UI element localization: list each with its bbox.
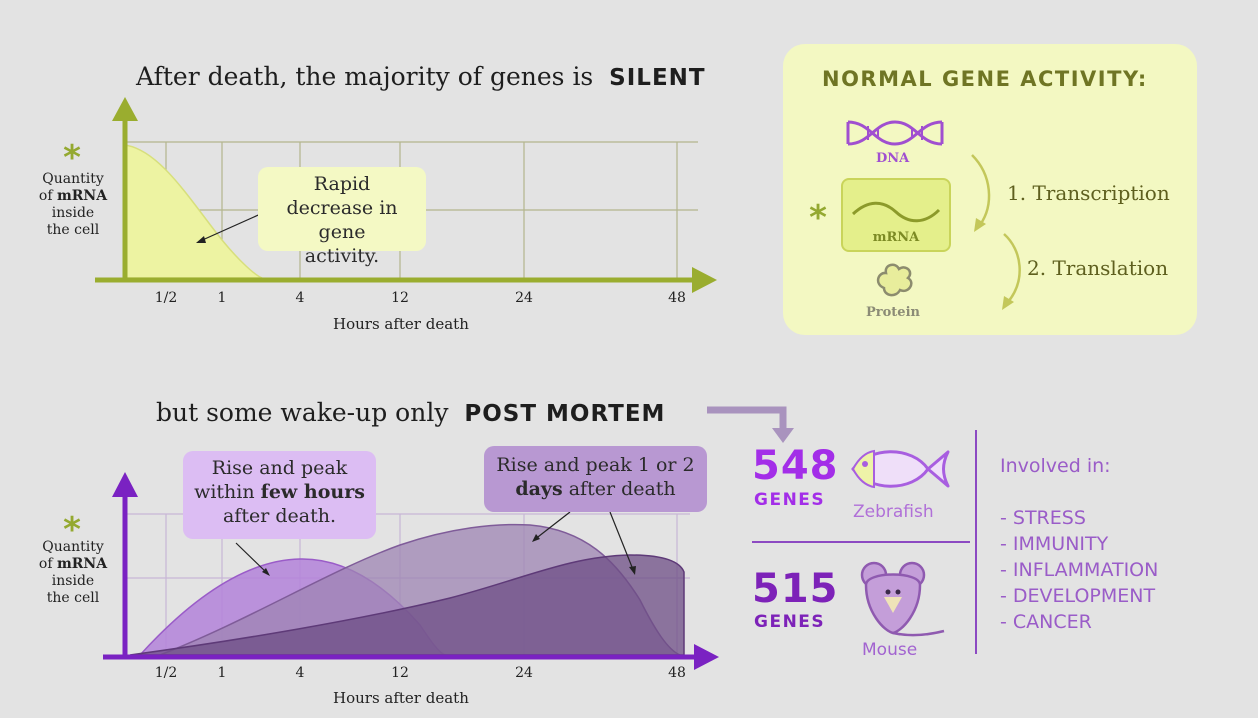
- top-title-emphasis: SILENT: [609, 65, 706, 91]
- top-ylabel-of: of: [38, 188, 53, 204]
- mrna-wave-icon: [851, 201, 941, 223]
- dna-label: DNA: [876, 151, 910, 166]
- involved-title: Involved in:: [1000, 455, 1111, 477]
- top-pointer-head: [196, 236, 206, 243]
- zebrafish-label: Zebrafish: [853, 502, 934, 522]
- top-x-label: Hours after death: [333, 315, 469, 333]
- bottom-ylabel-line3: inside: [51, 573, 95, 589]
- left-callout-line1: Rise and peak within: [194, 457, 348, 503]
- bottom-right-callout: Rise and peak 1 or 2 days after death: [484, 446, 707, 512]
- left-callout-bold: few hours: [260, 481, 365, 503]
- panel-star-icon: *: [809, 198, 827, 238]
- bottom-ylabel-line2: of mRNA: [28, 556, 118, 573]
- left-callout-text: Rise and peak within few hours after dea…: [183, 451, 376, 528]
- involved-list: - STRESS - IMMUNITY - INFLAMMATION - DEV…: [1000, 505, 1158, 635]
- top-ylabel-line4: the cell: [46, 222, 100, 238]
- right-callout-line2: after death: [568, 478, 676, 500]
- bottom-tick-label: 48: [668, 665, 686, 681]
- top-ylabel-mrna: mRNA: [56, 188, 108, 204]
- top-ylabel-line1: Quantity: [42, 171, 104, 187]
- mrna-label: mRNA: [872, 230, 920, 245]
- bottom-x-arrow: [694, 644, 719, 670]
- top-grid: [125, 141, 698, 278]
- panel-title: NORMAL GENE ACTIVITY:: [822, 67, 1148, 91]
- bottom-ylabel-mrna: mRNA: [56, 556, 108, 572]
- bottom-ylabel-line4: the cell: [46, 590, 100, 606]
- series-2-days-area: [129, 554, 685, 656]
- involved-item: - DEVELOPMENT: [1000, 585, 1156, 607]
- right-callout-pointer-1: [533, 511, 571, 541]
- left-callout-pointer: [235, 542, 269, 575]
- right-callout-text: Rise and peak 1 or 2 days after death: [484, 446, 707, 501]
- involved-item: - INFLAMMATION: [1000, 559, 1159, 581]
- mouse-genes-label: GENES: [754, 612, 826, 632]
- left-pointer-head: [262, 568, 270, 576]
- bottom-left-callout: Rise and peak within few hours after dea…: [183, 451, 376, 539]
- bottom-tick-label: 1/2: [154, 665, 178, 681]
- bottom-tick-label: 24: [515, 665, 533, 681]
- bottom-ylabel-of: of: [38, 556, 53, 572]
- right-callout-pointer-2: [609, 511, 635, 573]
- bottom-chart: [103, 406, 794, 670]
- top-star-icon: *: [63, 138, 81, 178]
- top-callout: Rapid decrease in gene activity.: [258, 167, 426, 267]
- step-transcription: 1. Transcription: [1007, 181, 1170, 205]
- top-ylabel-line2: of mRNA: [28, 188, 118, 205]
- top-callout-pointer: [197, 211, 266, 243]
- top-tick-label: 1: [217, 290, 227, 306]
- connector-arrow-head: [772, 428, 794, 443]
- bottom-tick-label: 12: [391, 665, 409, 681]
- bottom-x-label: Hours after death: [333, 689, 469, 707]
- right-pointer-head-2: [629, 566, 636, 575]
- top-tick-label: 1/2: [154, 290, 178, 306]
- protein-label: Protein: [866, 305, 920, 320]
- process-arrows: [971, 154, 1021, 310]
- top-ylabel-line3: inside: [51, 205, 95, 221]
- connector-arrow: [707, 406, 787, 430]
- right-pointer-head-1: [532, 534, 540, 542]
- mouse-count: 515: [752, 566, 839, 612]
- bottom-tick-label: 4: [295, 665, 305, 681]
- right-callout-bold: days: [515, 478, 563, 500]
- top-tick-label: 4: [295, 290, 305, 306]
- involved-item: - STRESS: [1000, 507, 1086, 529]
- top-x-arrow: [692, 267, 717, 293]
- mouse-icon: [860, 561, 945, 637]
- top-y-label: Quantity of mRNA inside the cell: [28, 171, 118, 239]
- step-translation: 2. Translation: [1027, 256, 1169, 280]
- zebrafish-genes-label: GENES: [754, 490, 826, 510]
- bottom-tick-label: 1: [217, 665, 227, 681]
- right-callout-line1: Rise and peak 1 or 2: [496, 454, 695, 476]
- bottom-title-emphasis: POST MORTEM: [464, 401, 666, 427]
- left-callout-line2: after death.: [222, 505, 336, 527]
- top-y-arrow: [112, 97, 138, 121]
- bottom-ylabel-line1: Quantity: [42, 539, 104, 555]
- mouse-label: Mouse: [862, 640, 918, 660]
- bottom-star-icon: *: [63, 510, 81, 550]
- involved-item: - IMMUNITY: [1000, 533, 1109, 555]
- involved-item: - CANCER: [1000, 611, 1092, 633]
- zebrafish-icon: [851, 449, 950, 489]
- bottom-y-arrow: [112, 472, 138, 497]
- top-tick-label: 24: [515, 290, 533, 306]
- top-tick-label: 12: [391, 290, 409, 306]
- mrna-box: mRNA: [841, 178, 951, 252]
- bottom-y-label: Quantity of mRNA inside the cell: [28, 539, 118, 607]
- dna-icon: [846, 120, 944, 146]
- bottom-chart-title: but some wake-up only POST MORTEM: [156, 398, 666, 427]
- top-callout-text: Rapid decrease in gene activity.: [286, 173, 398, 267]
- stats-divider: [752, 541, 970, 543]
- stats-vertical-divider: [975, 430, 977, 654]
- top-chart-title: After death, the majority of genes is SI…: [136, 62, 706, 91]
- protein-icon: [876, 263, 913, 297]
- zebrafish-count: 548: [752, 443, 839, 489]
- top-chart: [95, 97, 717, 293]
- top-tick-label: 48: [668, 290, 686, 306]
- top-series-area: [124, 144, 263, 279]
